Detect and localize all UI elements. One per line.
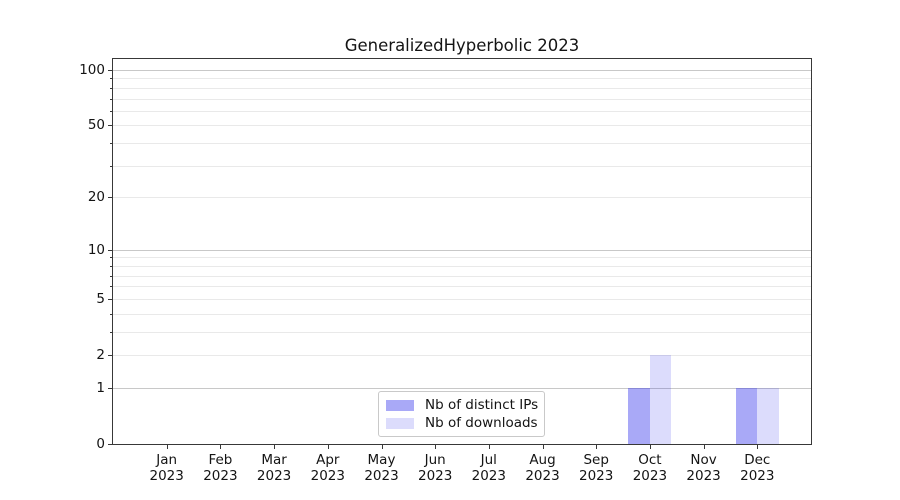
bar-distinct-ips [628,387,650,444]
y-gridline-minor [113,331,811,333]
x-tick-label: Feb 2023 [203,452,238,484]
y-gridline-minor [113,313,811,315]
y-gridline-major [113,69,811,71]
x-tick-mark [542,445,544,449]
x-tick-mark [327,445,329,449]
x-tick-label: Dec 2023 [740,452,775,484]
legend-label-distinct-ips: Nb of distinct IPs [425,397,539,413]
y-minor-tick-mark [110,286,112,288]
x-tick-label: Mar 2023 [256,452,292,484]
y-tick-mark [108,298,112,300]
legend-swatch-downloads [386,417,414,429]
y-tick-label: 0 [96,436,105,452]
y-gridline-major [113,387,811,389]
y-gridline-major [113,249,811,251]
y-minor-tick-mark [110,331,112,333]
x-tick-mark [649,445,651,449]
y-gridline-minor [113,355,811,356]
bar-distinct-ips [735,387,758,444]
x-tick-mark [703,445,705,449]
x-tick-mark [488,445,490,449]
y-gridline-minor [113,197,811,199]
y-tick-label: 5 [96,290,105,307]
y-tick-mark [108,197,112,199]
x-tick-label: Aug 2023 [525,452,560,484]
y-tick-label: 50 [87,117,105,134]
y-gridline-minor [113,265,811,267]
y-tick-mark [108,69,112,71]
bar-downloads [649,355,672,444]
legend-label-downloads: Nb of downloads [425,415,538,431]
y-tick-label: 1 [96,379,105,396]
y-gridline-minor [113,298,811,300]
legend-swatch-distinct-ips [386,399,414,411]
x-tick-label: Oct 2023 [632,452,668,484]
x-tick-mark [757,445,759,449]
y-minor-tick-mark [110,265,112,267]
x-tick-label: Jan 2023 [149,452,184,484]
y-tick-mark [108,444,112,445]
y-tick-mark [108,355,112,356]
x-tick-mark [596,445,598,449]
y-minor-tick-mark [110,143,112,144]
x-tick-mark [435,445,437,449]
y-minor-tick-mark [110,165,112,167]
x-tick-mark [220,445,222,449]
y-gridline-minor [113,286,811,288]
y-tick-label: 100 [79,61,105,78]
y-gridline-minor [113,98,811,100]
x-tick-label: Sep 2023 [579,452,614,484]
x-tick-label: May 2023 [364,452,399,484]
legend: Nb of distinct IPs Nb of downloads [378,391,545,437]
y-minor-tick-mark [110,98,112,100]
chart-title: GeneralizedHyperbolic 2023 [344,36,580,55]
y-gridline-minor [113,257,811,259]
x-tick-label: Jul 2023 [471,452,506,484]
y-gridline-minor [113,87,811,89]
plot-area [112,58,812,445]
y-tick-mark [108,387,112,389]
bar-downloads [757,387,779,444]
legend-item-distinct-ips: Nb of distinct IPs [386,396,544,414]
x-tick-mark [274,445,276,449]
y-gridline-minor [113,143,811,144]
y-gridline-minor [113,275,811,277]
x-tick-mark [166,445,168,449]
y-minor-tick-mark [110,87,112,89]
x-tick-mark [381,445,383,449]
y-tick-label: 2 [96,347,105,363]
y-gridline-minor [113,125,811,127]
y-minor-tick-mark [110,78,112,80]
x-tick-label: Nov 2023 [686,452,721,484]
y-gridline-minor [113,110,811,112]
y-tick-label: 20 [87,189,105,206]
y-minor-tick-mark [110,275,112,277]
y-tick-label: 10 [87,241,105,258]
y-tick-mark [108,125,112,127]
y-minor-tick-mark [110,110,112,112]
y-minor-tick-mark [110,313,112,315]
legend-item-downloads: Nb of downloads [386,414,544,432]
x-tick-label: Apr 2023 [310,452,345,484]
x-tick-label: Jun 2023 [418,452,453,484]
y-gridline-minor [113,165,811,167]
y-tick-mark [108,249,112,251]
y-gridline-minor [113,78,811,80]
y-minor-tick-mark [110,257,112,259]
